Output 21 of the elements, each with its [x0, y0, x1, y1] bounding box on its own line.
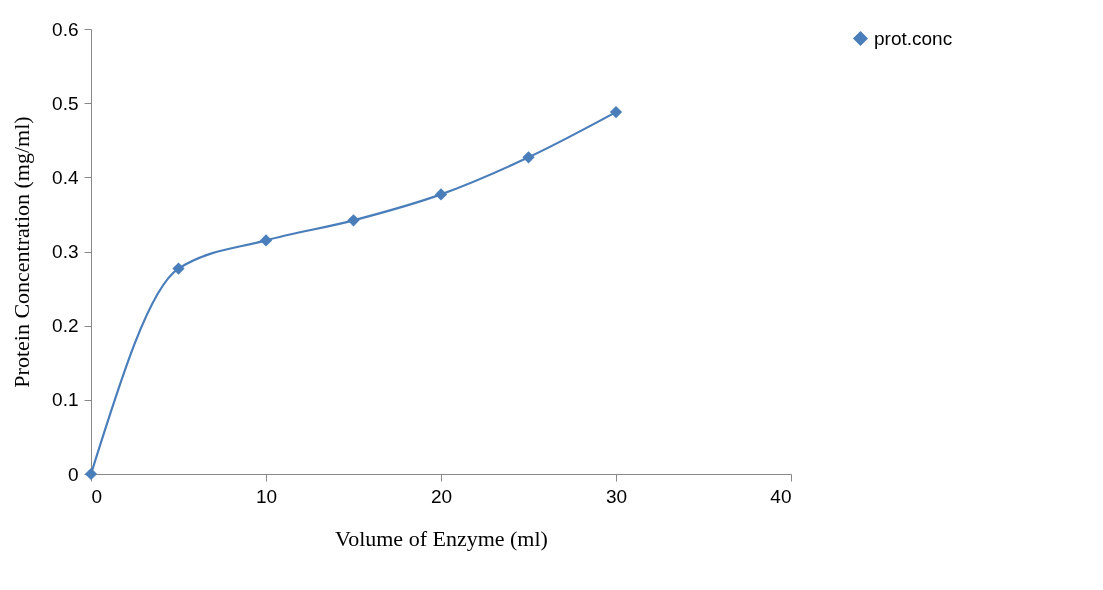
x-tick-label: 30: [605, 485, 628, 507]
point: [434, 188, 448, 201]
point: [522, 151, 535, 164]
x-tick-label: 0: [91, 485, 103, 507]
x-tick-label: 40: [770, 485, 792, 507]
legend-label: prot.conc: [874, 27, 953, 49]
point: [609, 105, 623, 119]
y-tick-label: 0.2: [52, 315, 79, 337]
y-tick-label: 0.3: [52, 241, 79, 262]
y-tick-label: 0.6: [52, 18, 79, 40]
x-axis-title: Volume of Enzyme (ml): [335, 525, 548, 551]
x-tick-label: 20: [430, 485, 453, 507]
y-tick-label: 0.5: [52, 92, 79, 114]
point: [172, 262, 185, 275]
y-tick-label: 0.1: [52, 389, 79, 411]
point: [259, 234, 273, 247]
y-tick-label: 0.4: [52, 166, 79, 188]
y-axis-title: Protein Concentration (mg/ml): [9, 116, 35, 388]
point: [347, 214, 360, 227]
x-tick-label: 10: [255, 485, 278, 507]
y-tick-label: 0: [67, 463, 79, 485]
